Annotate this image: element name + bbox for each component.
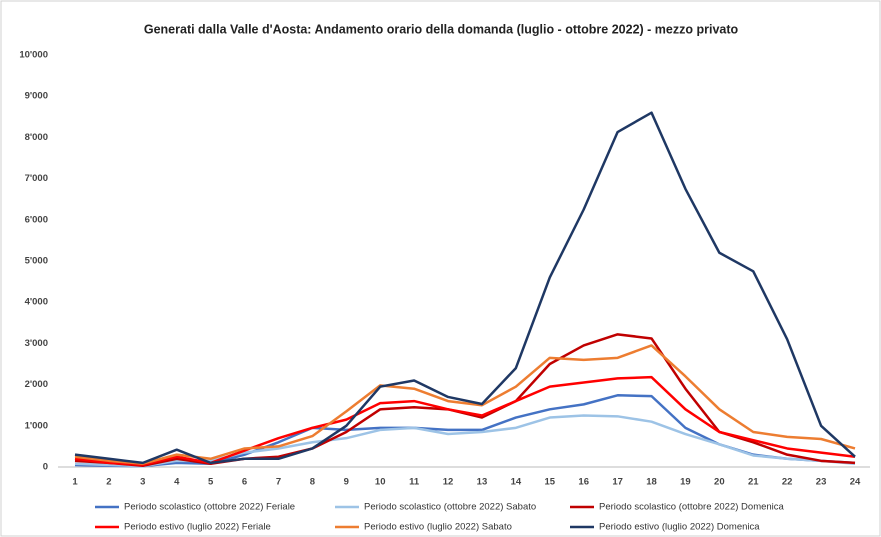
- legend-label: Periodo scolastico (ottobre 2022) Sabato: [364, 502, 536, 513]
- y-tick-label: 7'000: [25, 173, 48, 184]
- legend-label: Periodo estivo (luglio 2022) Sabato: [364, 522, 512, 533]
- y-tick-label: 9'000: [25, 91, 48, 102]
- x-tick-label: 23: [816, 477, 827, 488]
- x-tick-label: 10: [375, 477, 386, 488]
- y-tick-label: 10'000: [19, 50, 48, 61]
- x-tick-label: 4: [174, 477, 180, 488]
- legend-label: Periodo scolastico (ottobre 2022) Ferial…: [124, 502, 295, 513]
- x-tick-label: 24: [850, 477, 861, 488]
- y-tick-label: 0: [43, 462, 48, 473]
- x-tick-label: 21: [748, 477, 759, 488]
- x-tick-label: 22: [782, 477, 793, 488]
- legend-label: Periodo estivo (luglio 2022) Feriale: [124, 522, 271, 533]
- x-tick-label: 9: [344, 477, 349, 488]
- x-tick-label: 13: [477, 477, 488, 488]
- x-tick-label: 15: [544, 477, 555, 488]
- x-tick-label: 2: [106, 477, 111, 488]
- y-tick-label: 2'000: [25, 379, 48, 390]
- x-tick-label: 18: [646, 477, 657, 488]
- y-tick-label: 4'000: [25, 297, 48, 308]
- x-tick-label: 19: [680, 477, 691, 488]
- series-line: [74, 344, 856, 465]
- x-tick-label: 20: [714, 477, 725, 488]
- x-tick-label: 3: [140, 477, 145, 488]
- legend-label: Periodo scolastico (ottobre 2022) Domeni…: [599, 502, 785, 513]
- legend-label: Periodo estivo (luglio 2022) Domenica: [599, 522, 760, 533]
- x-tick-label: 7: [276, 477, 281, 488]
- x-tick-label: 5: [208, 477, 214, 488]
- x-tick-label: 14: [511, 477, 522, 488]
- x-tick-label: 1: [72, 477, 78, 488]
- y-tick-label: 3'000: [25, 338, 48, 349]
- x-tick-label: 11: [409, 477, 420, 488]
- series-line: [74, 111, 856, 465]
- y-tick-label: 6'000: [25, 214, 48, 225]
- x-tick-label: 16: [578, 477, 589, 488]
- x-tick-label: 8: [310, 477, 315, 488]
- y-tick-label: 8'000: [25, 132, 48, 143]
- y-tick-label: 1'000: [25, 420, 48, 431]
- x-tick-label: 17: [612, 477, 623, 488]
- x-tick-label: 12: [443, 477, 454, 488]
- chart-title: Generati dalla Valle d'Aosta: Andamento …: [144, 22, 739, 36]
- x-tick-label: 6: [242, 477, 247, 488]
- y-tick-label: 5'000: [25, 256, 48, 267]
